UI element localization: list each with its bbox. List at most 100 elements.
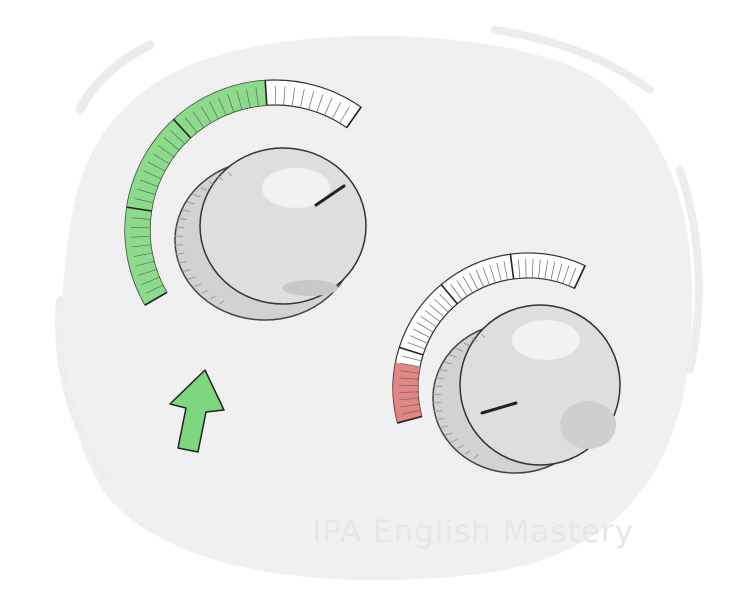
- arc-tick: [331, 101, 342, 120]
- knob-indicator: [314, 184, 346, 207]
- knob-shadow: [282, 280, 338, 296]
- arc-tick: [143, 170, 162, 179]
- arc-tick: [192, 111, 205, 128]
- arc-tick: [531, 259, 534, 279]
- arc-tick: [145, 284, 163, 294]
- arc-tick: [568, 268, 577, 286]
- arc-tick: [346, 106, 362, 129]
- knob-grip-line: [443, 361, 452, 365]
- knob-grip-line: [181, 209, 191, 213]
- knob-grip-line: [433, 385, 443, 388]
- arc-tick: [138, 269, 157, 276]
- knob-grip-line: [187, 276, 196, 280]
- knob-grip-line: [219, 300, 225, 305]
- knob-grip-line: [200, 187, 208, 191]
- arc-tick: [518, 259, 521, 279]
- knob-highlight: [262, 168, 330, 208]
- arc-tick: [402, 355, 422, 362]
- arc-tick: [291, 87, 296, 107]
- right-level-arc: [392, 252, 586, 424]
- arc-tick: [420, 316, 437, 328]
- arc-tick: [434, 298, 449, 313]
- arc-tick: [439, 293, 453, 309]
- arc-tick: [173, 118, 192, 139]
- arc-tick: [135, 260, 155, 267]
- arc-tick: [300, 88, 305, 108]
- knob-grip-line: [439, 425, 449, 429]
- knob-grip-line: [193, 193, 201, 198]
- arc-tick: [410, 335, 428, 344]
- arc-tick: [424, 310, 441, 323]
- arc-tick: [227, 93, 235, 113]
- arc-tick: [131, 235, 151, 238]
- up-arrow-icon: [169, 369, 225, 453]
- knob-grip-line: [182, 269, 191, 272]
- arc-tick: [126, 206, 152, 212]
- arc-tick: [503, 261, 508, 280]
- arc-tick: [316, 94, 324, 113]
- arc-tick: [283, 86, 286, 106]
- knob-grip-line: [217, 176, 224, 181]
- arc-tick: [245, 88, 251, 108]
- sketch-stroke: [75, 40, 155, 115]
- arc-tick: [544, 260, 548, 280]
- arc-tick: [399, 391, 419, 393]
- arc-tick: [482, 267, 490, 286]
- arc-tick: [399, 346, 424, 356]
- knob-grip-line: [457, 445, 464, 449]
- arc-tick: [308, 91, 315, 110]
- arc-tick: [147, 161, 165, 172]
- arc-tick: [141, 277, 160, 285]
- knob-grip-line: [208, 181, 215, 186]
- knob-grip-line: [450, 439, 458, 443]
- right-knob[interactable]: [432, 304, 621, 474]
- arc-tick: [400, 403, 420, 408]
- arc-tick: [401, 363, 421, 368]
- arc-tick: [399, 377, 419, 380]
- knob-shadow: [560, 401, 616, 449]
- knob-grip-line: [439, 369, 448, 372]
- arc-tick: [170, 130, 185, 145]
- knob-grip-line: [471, 337, 478, 342]
- knob-grip-line: [449, 354, 457, 358]
- arc-tick: [400, 370, 420, 374]
- arc-tick: [562, 265, 570, 284]
- knob-grip-line: [463, 342, 470, 347]
- arc-tick: [573, 265, 586, 289]
- arc-tick: [184, 117, 198, 133]
- watermark: IPA English Mastery: [312, 514, 634, 550]
- arc-tick: [407, 341, 426, 350]
- arc-tick: [158, 145, 174, 158]
- arc-tick: [324, 97, 333, 116]
- knob-grip-line: [227, 172, 233, 177]
- knob-grip-line: [433, 410, 443, 412]
- arc-tick: [133, 252, 153, 257]
- knob-grip-line: [456, 348, 463, 352]
- arc-tick: [416, 322, 434, 333]
- background-blob: [62, 35, 693, 581]
- arc-tick: [397, 415, 422, 424]
- arc-tick: [469, 272, 479, 291]
- left-level-arc: [124, 79, 362, 306]
- arc-tick: [131, 217, 151, 220]
- arc-tick: [401, 410, 421, 415]
- arc-tick: [264, 80, 268, 106]
- knob-grip-line: [175, 226, 185, 229]
- arc-tick: [164, 137, 180, 151]
- knob-grip-line: [186, 201, 195, 205]
- arc-tick: [339, 106, 350, 124]
- knob-grip-line: [175, 252, 185, 255]
- arc-tick: [429, 304, 445, 318]
- arc-tick: [152, 153, 170, 165]
- knob-grip-line: [464, 450, 471, 455]
- left-knob[interactable]: [174, 147, 367, 321]
- arc-tick: [450, 284, 463, 301]
- arc-tick: [255, 87, 259, 107]
- arc-tick: [399, 397, 419, 401]
- arc-tick: [134, 198, 154, 204]
- knob-grip-line: [435, 417, 445, 421]
- knob-grip-line: [194, 283, 202, 288]
- arc-tick: [413, 328, 431, 338]
- arc-tick: [131, 244, 151, 248]
